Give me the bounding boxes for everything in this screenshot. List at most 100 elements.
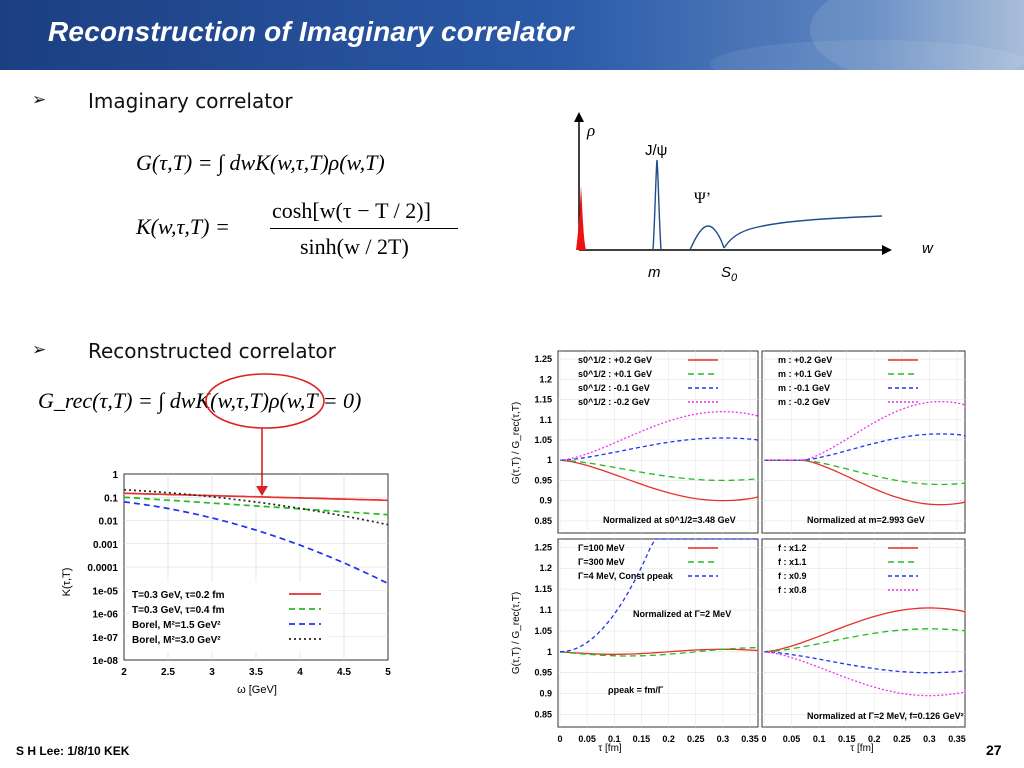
ratio-y-tick: 1.1 bbox=[539, 605, 552, 615]
ratio-y-tick: 1.2 bbox=[539, 374, 552, 384]
kernel-curve-borel15 bbox=[123, 501, 389, 585]
kernel-x-tick: 5 bbox=[385, 667, 391, 678]
ratio-y-axis-label-bottom: G(τ,T) / G_rec(τ,T) bbox=[511, 592, 522, 674]
formula-K-left: K(w,τ,T) = bbox=[136, 214, 230, 239]
ratio-curve bbox=[764, 400, 966, 461]
ratio-x-tick: 0.3 bbox=[717, 734, 730, 744]
ratio-panel-frame bbox=[761, 538, 966, 728]
ratio-curve bbox=[763, 651, 966, 697]
ratio-panel-note: Normalized at s0^1/2=3.48 GeV bbox=[603, 515, 736, 525]
ratio-y-tick: 1.25 bbox=[534, 542, 552, 552]
kernel-x-axis-label: ω [GeV] bbox=[237, 684, 277, 696]
ratio-panel-frame bbox=[557, 538, 759, 728]
bullet-arrow-icon: ➢ bbox=[32, 340, 47, 360]
ratio-x-axis-label-left: τ [fm] bbox=[598, 743, 622, 754]
ratio-y-axis-label-top: G(τ,T) / G_rec(τ,T) bbox=[511, 402, 522, 484]
ratio-curve bbox=[763, 607, 966, 653]
ratio-legend-label: f : x1.1 bbox=[778, 557, 807, 567]
ratio-x-tick: 0.25 bbox=[893, 734, 911, 744]
kernel-y-tick: 1e-05 bbox=[92, 586, 118, 597]
ratio-y-tick: 1 bbox=[547, 647, 552, 657]
x-axis-arrow-icon bbox=[882, 245, 892, 255]
ratio-y-tick: 1.1 bbox=[539, 415, 552, 425]
ratio-x-tick: 0.05 bbox=[578, 734, 596, 744]
ratio-legend-label: m : -0.1 GeV bbox=[778, 383, 830, 393]
ratio-curve bbox=[559, 437, 759, 461]
ratio-x-tick: 0 bbox=[761, 734, 766, 744]
kernel-y-tick: 0.1 bbox=[104, 493, 118, 504]
ratio-curve bbox=[559, 648, 759, 655]
ratio-legend-label: s0^1/2 : -0.1 GeV bbox=[578, 383, 650, 393]
ratio-curve bbox=[559, 411, 759, 461]
ratio-curve bbox=[764, 433, 966, 461]
ratio-x-tick: 0.1 bbox=[608, 734, 621, 744]
ratio-y-tick: 1.15 bbox=[534, 395, 552, 405]
kernel-x-tick: 3 bbox=[209, 667, 215, 678]
ratio-x-tick: 0.35 bbox=[948, 734, 966, 744]
kernel-curve-tau04 bbox=[123, 496, 389, 516]
title-decoration bbox=[710, 0, 1024, 70]
ratio-panel-note: Normalized at Γ=2 MeV bbox=[633, 609, 731, 619]
formula-K-denominator: sinh(w / 2T) bbox=[300, 234, 409, 259]
ratio-x-tick: 0.2 bbox=[868, 734, 881, 744]
kernel-y-tick: 1e-08 bbox=[92, 656, 118, 667]
ratio-panel-frame bbox=[761, 350, 966, 534]
kernel-legend-label: T=0.3 GeV, τ=0.2 fm bbox=[132, 590, 225, 601]
ratio-curve bbox=[559, 646, 759, 657]
ratio-x-tick: 0.15 bbox=[633, 734, 651, 744]
ratio-legend-label: f : x0.9 bbox=[778, 571, 807, 581]
kernel-x-tick: 3.5 bbox=[249, 667, 263, 678]
m-label: m bbox=[648, 264, 661, 281]
ratio-legend-label: m : -0.2 GeV bbox=[778, 397, 830, 407]
ratio-curve bbox=[763, 628, 966, 653]
continuum bbox=[723, 215, 883, 249]
ratio-x-tick: 0.2 bbox=[662, 734, 675, 744]
s0-label: S0 bbox=[721, 264, 738, 284]
spectral-sketch: ρ J/ψ Ψ’ w m S0 bbox=[574, 112, 934, 284]
ratio-y-tick: 0.95 bbox=[534, 668, 552, 678]
ratio-y-tick: 0.95 bbox=[534, 475, 552, 485]
kernel-curve-borel30 bbox=[123, 488, 389, 526]
ratio-y-tick: 1.05 bbox=[534, 626, 552, 636]
formula-K-numerator: cosh[w(τ − T / 2)] bbox=[272, 198, 431, 223]
ratio-legend-label: s0^1/2 : +0.1 GeV bbox=[578, 369, 652, 379]
ratio-legend-label: m : +0.1 GeV bbox=[778, 369, 832, 379]
ratio-x-tick: 0.05 bbox=[783, 734, 801, 744]
ratio-y-tick: 1.05 bbox=[534, 435, 552, 445]
kernel-y-tick: 1 bbox=[112, 470, 118, 481]
kernel-plot: 10.10.010.0010.00011e-051e-061e-071e-082… bbox=[62, 470, 391, 696]
ratio-legend-label: Γ=4 MeV, Const ρpeak bbox=[578, 571, 674, 581]
ratio-panel-frame bbox=[557, 350, 759, 534]
kernel-y-tick: 1e-07 bbox=[92, 633, 118, 644]
ratio-y-tick: 1 bbox=[547, 455, 552, 465]
kernel-x-tick: 4.5 bbox=[337, 667, 351, 678]
ratio-legend-label: Γ=100 MeV bbox=[578, 543, 625, 553]
ratio-x-tick: 0.15 bbox=[838, 734, 856, 744]
ratio-plot-grid: 1.25 1.2 1.15 1.1 1.05 1 0.95 0.9 0.85 s0^1/2 : +… bbox=[511, 350, 966, 754]
bullet-arrow-icon: ➢ bbox=[32, 90, 47, 110]
ratio-curve bbox=[559, 538, 758, 653]
ratio-legend-label: Γ=300 MeV bbox=[578, 557, 625, 567]
ratio-x-axis-label-right: τ [fm] bbox=[850, 743, 874, 754]
ratio-x-tick: 0.1 bbox=[813, 734, 826, 744]
red-spike bbox=[576, 186, 586, 250]
kernel-y-tick: 0.001 bbox=[93, 540, 118, 551]
kernel-y-axis-label: K(τ,T) bbox=[62, 568, 73, 597]
kernel-legend-label: Borel, M²=1.5 GeV² bbox=[132, 620, 221, 631]
ratio-curve bbox=[559, 459, 759, 482]
formula-Grec: G_rec(τ,T) = ∫ dwK(w,τ,T)ρ(w,T = 0) bbox=[38, 388, 362, 413]
ratio-panel-note: Normalized at m=2.993 GeV bbox=[807, 515, 925, 525]
bullet-text: Reconstructed correlator bbox=[88, 339, 336, 363]
ratio-y-tick: 0.9 bbox=[539, 689, 552, 699]
formula-G: G(τ,T) = ∫ dwK(w,τ,T)ρ(w,T) bbox=[136, 150, 385, 175]
w-label: w bbox=[922, 240, 934, 257]
psiprime-label: Ψ’ bbox=[694, 190, 711, 207]
bullet-imaginary: ➢ Imaginary correlator bbox=[32, 89, 352, 115]
ratio-x-tick: 0 bbox=[557, 734, 562, 744]
bullet-reconstructed: ➢ Reconstructed correlator bbox=[32, 339, 392, 365]
bullet-text: Imaginary correlator bbox=[88, 89, 293, 113]
kernel-legend-label: T=0.3 GeV, τ=0.4 fm bbox=[132, 605, 225, 616]
fraction-bar bbox=[270, 228, 458, 229]
title-bar: Reconstruction of Imaginary correlator bbox=[0, 0, 1024, 70]
kernel-legend-label: Borel, M²=3.0 GeV² bbox=[132, 635, 221, 646]
